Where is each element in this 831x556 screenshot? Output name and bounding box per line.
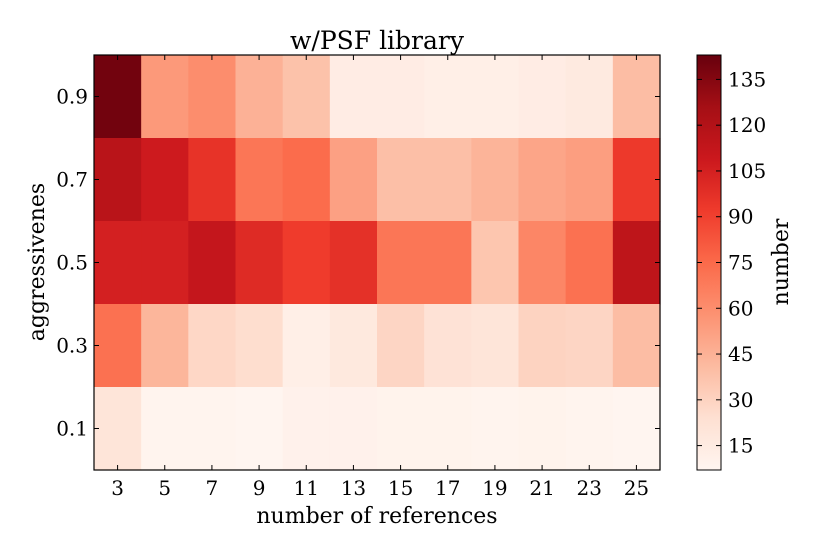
x-axis-label: number of references [256, 504, 497, 529]
colorbar-tick-label: 60 [728, 296, 753, 320]
colorbar-ticks: 15 30 45 60 75 90 105 120 135 [697, 67, 766, 458]
heatmap-cell [377, 304, 425, 388]
heatmap-cell [377, 387, 425, 471]
heatmap-cell [329, 221, 378, 305]
x-tick-label: 3 [111, 476, 124, 500]
heatmap-cell [329, 55, 378, 139]
x-tick-label: 13 [341, 476, 366, 500]
heatmap-cell [424, 55, 472, 139]
heatmap-cell [471, 387, 520, 471]
y-tick-label: 0.1 [56, 417, 88, 441]
heatmap-cell [188, 387, 237, 471]
heatmap-cell [329, 138, 378, 222]
heatmap-cell [565, 55, 614, 139]
heatmap-cell [141, 304, 189, 388]
heatmap-cell [565, 221, 614, 305]
heatmap-cell [424, 138, 472, 222]
heatmap-cell [518, 138, 567, 222]
heatmap-cell [141, 138, 189, 222]
colorbar-tick-label: 45 [728, 342, 753, 366]
heatmap-cell [282, 221, 331, 305]
x-axis-ticks: 3 5 7 9 11 13 15 17 19 21 23 25 [111, 55, 649, 500]
x-tick-label: 7 [206, 476, 219, 500]
heatmap-cell [235, 138, 284, 222]
colorbar-tick-label: 75 [728, 251, 753, 275]
heatmap-cell [612, 304, 661, 388]
colorbar-label: number [769, 218, 794, 305]
heatmap-cell [518, 387, 567, 471]
heatmap-cell [377, 138, 425, 222]
heatmap-cell [612, 387, 661, 471]
heatmap-cell [235, 304, 284, 388]
x-tick-label: 25 [624, 476, 649, 500]
x-tick-label: 9 [253, 476, 266, 500]
heatmap-cell [471, 304, 520, 388]
heatmap-cell [282, 55, 331, 139]
colorbar-tick-label: 90 [728, 205, 753, 229]
x-tick-label: 23 [577, 476, 602, 500]
heatmap-cell [377, 55, 425, 139]
heatmap-cell [518, 304, 567, 388]
heatmap-cell [94, 138, 142, 222]
chart-title: w/PSF library [290, 26, 465, 55]
heatmap-cell [612, 221, 661, 305]
heatmap-cell [424, 387, 472, 471]
heatmap-cell [94, 387, 142, 471]
y-tick-label: 0.7 [56, 168, 88, 192]
heatmap-cell [377, 221, 425, 305]
heatmap-cell [471, 138, 520, 222]
heatmap-cell [188, 138, 237, 222]
x-tick-label: 21 [529, 476, 554, 500]
heatmap-cell [565, 304, 614, 388]
colorbar-tick-label: 135 [728, 67, 766, 91]
x-tick-label: 17 [435, 476, 460, 500]
heatmap-cell [282, 304, 331, 388]
heatmap-cell [94, 221, 142, 305]
y-axis-label: aggressivenes [25, 183, 50, 341]
heatmap-cells [94, 55, 661, 471]
colorbar-tick-label: 120 [728, 113, 766, 137]
heatmap-cell [329, 304, 378, 388]
heatmap-cell [424, 304, 472, 388]
heatmap-cell [329, 387, 378, 471]
heatmap-cell [94, 304, 142, 388]
x-tick-label: 19 [482, 476, 507, 500]
heatmap-cell [565, 387, 614, 471]
heatmap-cell [282, 138, 331, 222]
heatmap-cell [518, 221, 567, 305]
heatmap-cell [235, 387, 284, 471]
heatmap-cell [471, 55, 520, 139]
heatmap-cell [235, 55, 284, 139]
heatmap-cell [188, 304, 237, 388]
x-tick-label: 15 [388, 476, 413, 500]
heatmap-cell [141, 221, 189, 305]
y-tick-label: 0.5 [56, 251, 88, 275]
colorbar-tick-label: 15 [728, 434, 753, 458]
heatmap-cell [141, 387, 189, 471]
heatmap-cell [188, 55, 237, 139]
heatmap-cell [282, 387, 331, 471]
heatmap-cell [235, 221, 284, 305]
x-tick-label: 5 [158, 476, 171, 500]
heatmap-cell [94, 55, 142, 139]
heatmap-cell [471, 221, 520, 305]
colorbar-tick-label: 105 [728, 159, 766, 183]
heatmap-cell [612, 55, 661, 139]
y-axis-ticks: 0.9 0.7 0.5 0.3 0.1 [56, 85, 660, 441]
heatmap-cell [612, 138, 661, 222]
heatmap-cell [565, 138, 614, 222]
colorbar-tick-label: 30 [728, 388, 753, 412]
y-tick-label: 0.3 [56, 334, 88, 358]
heatmap-cell [188, 221, 237, 305]
heatmap-cell [518, 55, 567, 139]
heatmap-cell [424, 221, 472, 305]
y-tick-label: 0.9 [56, 85, 88, 109]
heatmap-cell [141, 55, 189, 139]
x-tick-label: 11 [294, 476, 319, 500]
